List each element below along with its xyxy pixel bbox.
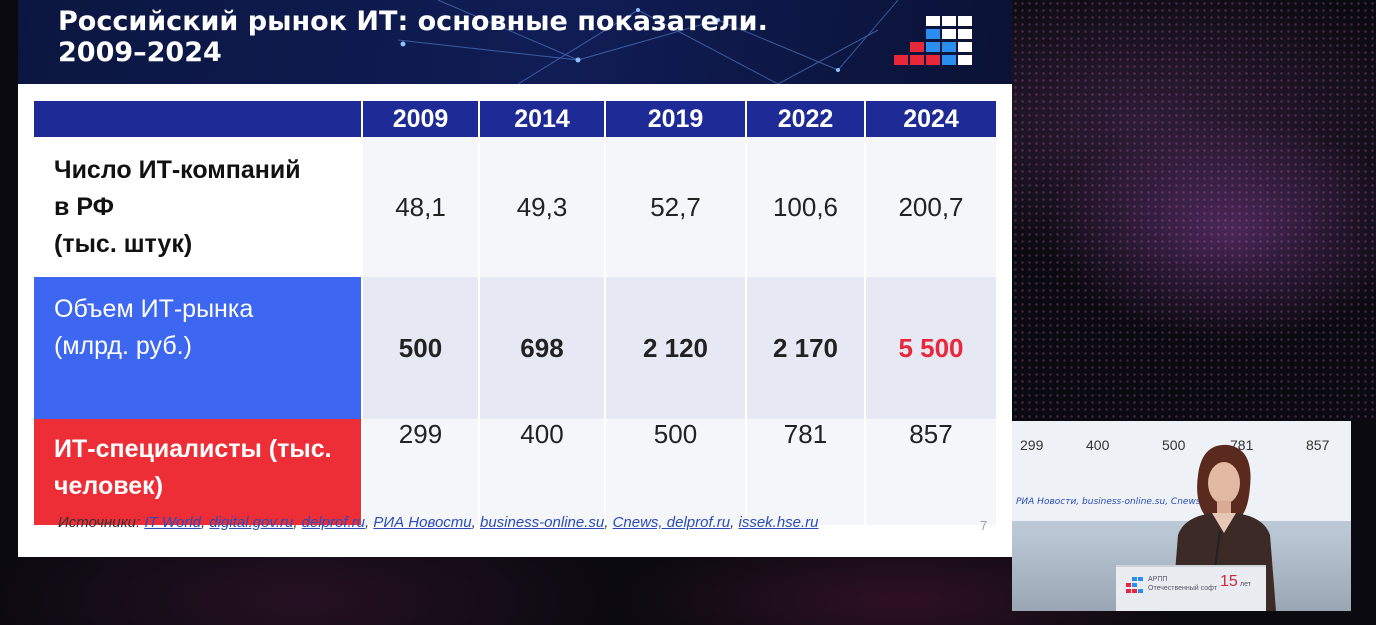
source-link[interactable]: business-online.su	[479, 514, 605, 531]
table-cell: 781	[746, 419, 866, 525]
table-cell: 100,6	[746, 137, 866, 277]
year-header: 2022	[746, 101, 866, 137]
table-row-it-specialists: ИТ-специалисты (тыс. человек) 299 400 50…	[34, 419, 996, 525]
podium-logo-icon	[1126, 577, 1143, 593]
table-cell: 49,3	[479, 137, 606, 277]
row-label: Объем ИТ-рынка (млрд. руб.)	[34, 277, 363, 419]
table-cell: 200,7	[865, 137, 996, 277]
table-cell: 48,1	[362, 137, 480, 277]
slide-title: Российский рынок ИТ: основные показатели…	[58, 6, 768, 68]
row-label: Число ИТ-компаний в РФ (тыс. штук)	[34, 137, 363, 277]
source-link[interactable]: РИА Новости	[373, 514, 472, 531]
source-link[interactable]: delprof.ru	[301, 514, 366, 531]
stage-light-dots	[1012, 0, 1376, 420]
table-cell: 500	[605, 419, 747, 525]
presentation-slide: Российский рынок ИТ: основные показатели…	[18, 0, 1012, 557]
row-label: ИТ-специалисты (тыс. человек)	[34, 419, 363, 525]
network-decoration	[397, 0, 899, 84]
podium: АРПП Отечественный софт 15 лет	[1116, 565, 1266, 611]
table-cell: 400	[479, 419, 606, 525]
logo-icon	[894, 16, 972, 65]
screen-value: 299	[1020, 437, 1044, 453]
screen-value: 857	[1306, 437, 1330, 453]
table-cell: 52,7	[605, 137, 747, 277]
table-cell: 698	[479, 277, 606, 419]
screen-value: 400	[1086, 437, 1110, 453]
podium-badge-sub: лет	[1240, 581, 1251, 588]
video-background-screen: 299 400 500 781 857 РИА Новости, busines…	[1012, 421, 1351, 521]
source-link[interactable]: issek.hse.ru	[738, 514, 819, 531]
source-link[interactable]: IT World	[144, 514, 202, 531]
page-number: 7	[980, 518, 988, 533]
year-header: 2014	[479, 101, 606, 137]
table-row-it-market: Объем ИТ-рынка (млрд. руб.) 500 698 2 12…	[34, 277, 996, 419]
table-cell: 500	[362, 277, 480, 419]
screen-value: 500	[1162, 437, 1186, 453]
slide-header: Российский рынок ИТ: основные показатели…	[18, 0, 1012, 84]
podium-badge: 15	[1220, 573, 1238, 590]
speaker-video-inset: 299 400 500 781 857 РИА Новости, busines…	[1012, 421, 1351, 611]
year-header: 2019	[605, 101, 747, 137]
source-link[interactable]: digital.gov.ru	[209, 514, 294, 531]
table-header-empty	[34, 101, 363, 137]
table-header-row: 2009 2014 2019 2022 2024	[34, 101, 996, 137]
table-cell: 2 170	[746, 277, 866, 419]
sources-line: Источники: IT World, digital.gov.ru, del…	[58, 514, 819, 531]
year-header: 2009	[362, 101, 480, 137]
year-header: 2024	[865, 101, 996, 137]
source-link[interactable]: Cnews, delprof.ru	[612, 514, 731, 531]
sources-prefix: Источники:	[58, 514, 141, 531]
it-market-table: 2009 2014 2019 2022 2024 Число ИТ-компан…	[34, 101, 996, 525]
table-cell: 857	[865, 419, 996, 525]
table-cell-highlight: 5 500	[865, 277, 996, 419]
table-cell: 2 120	[605, 277, 747, 419]
table-row-it-companies: Число ИТ-компаний в РФ (тыс. штук) 48,1 …	[34, 137, 996, 277]
screen-sources: РИА Новости, business-online.su, Cnews	[1016, 497, 1201, 507]
podium-text: АРПП Отечественный софт	[1148, 576, 1217, 592]
table-cell: 299	[362, 419, 480, 525]
